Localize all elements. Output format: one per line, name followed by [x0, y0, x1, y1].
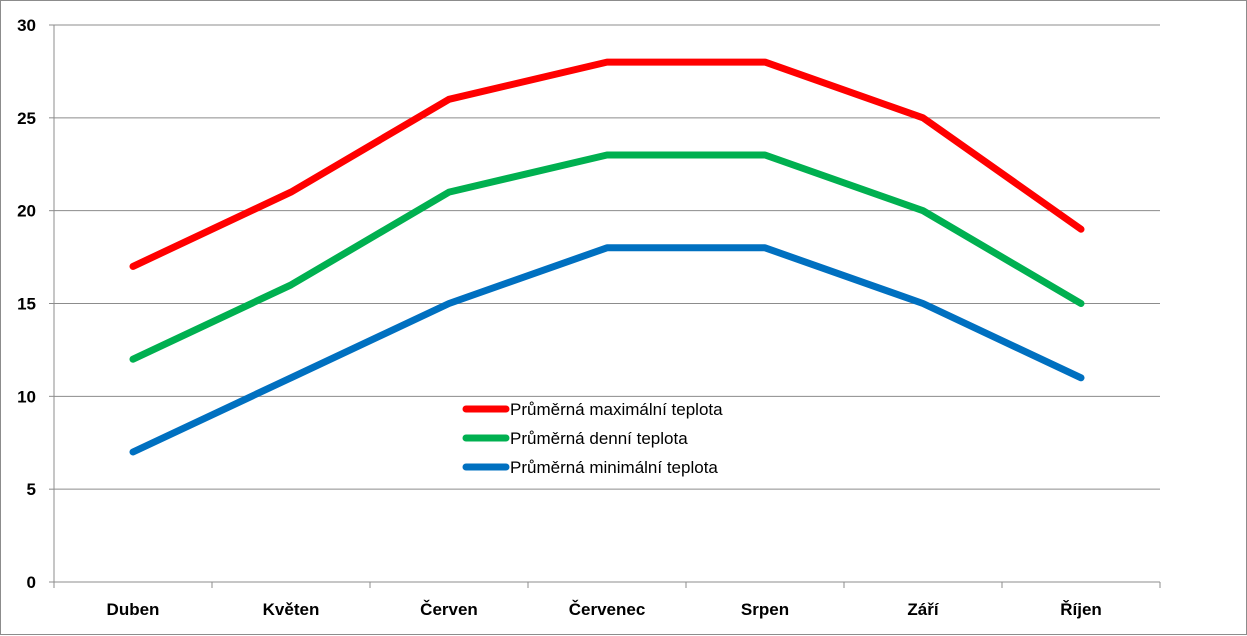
y-tick-label: 25 [17, 109, 36, 128]
y-tick-label: 30 [17, 16, 36, 35]
y-tick-label: 15 [17, 295, 36, 314]
y-tick-label: 20 [17, 202, 36, 221]
legend-label: Průměrná minimální teplota [510, 458, 718, 477]
x-tick-label: Červenec [569, 600, 646, 619]
x-tick-label: Říjen [1060, 600, 1102, 619]
x-tick-label: Červen [420, 600, 478, 619]
x-axis-tick-labels: Duben Květen Červen Červenec Srpen Září Říjen [107, 600, 1102, 619]
series-line-3 [133, 248, 1081, 452]
series-lines [133, 62, 1081, 452]
x-tick-label: Duben [107, 600, 160, 619]
x-tick-label: Září [907, 600, 939, 619]
legend-label: Průměrná maximální teplota [510, 400, 723, 419]
y-tick-label: 5 [27, 480, 36, 499]
legend-label: Průměrná denní teplota [510, 429, 688, 448]
axes [49, 25, 1160, 588]
y-axis-tick-labels: 0 5 10 15 20 25 30 [17, 16, 36, 592]
series-line-2 [133, 155, 1081, 359]
legend: Průměrná maximální teplota Průměrná denní… [466, 400, 723, 477]
x-tick-label: Srpen [741, 600, 789, 619]
y-tick-label: 0 [27, 573, 36, 592]
y-tick-label: 10 [17, 387, 36, 406]
gridlines [54, 25, 1160, 489]
series-line-1 [133, 62, 1081, 266]
x-tick-label: Květen [263, 600, 320, 619]
